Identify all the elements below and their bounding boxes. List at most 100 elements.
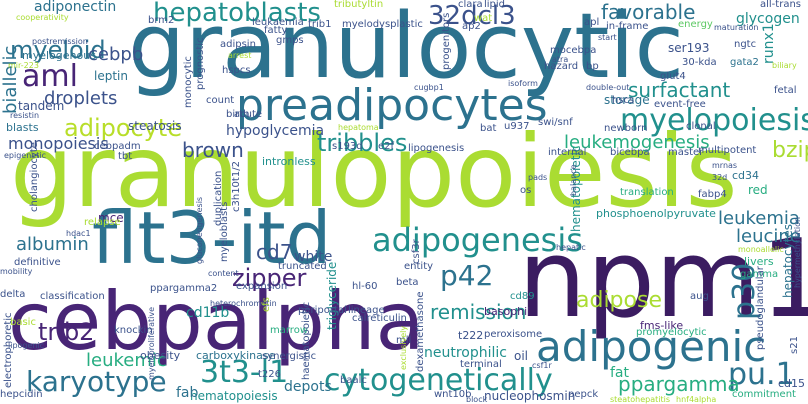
word-npm1: npm1 bbox=[518, 217, 808, 342]
word-favorable: favorable bbox=[601, 0, 696, 24]
word-fabp4: fabp4 bbox=[698, 189, 727, 200]
word-fms-like: fms-like bbox=[640, 319, 684, 332]
word-monoallelic: monoallelic bbox=[738, 245, 784, 254]
word-blasts: blasts bbox=[6, 121, 39, 134]
word-gamma: gamma bbox=[740, 269, 779, 280]
word-mir-223: mir-223 bbox=[8, 61, 39, 70]
word-lipogenic: lipogenic bbox=[8, 341, 45, 350]
word-u937: u937 bbox=[504, 121, 530, 132]
word-pu1: pu.1 bbox=[728, 357, 795, 392]
word-wnt10b: wnt10b bbox=[434, 389, 472, 400]
word-fat: fat bbox=[610, 365, 629, 381]
word-mobility: mobility bbox=[0, 267, 33, 276]
word-calreticulin: calreticulin bbox=[352, 313, 407, 324]
word-baalc: baalc bbox=[340, 375, 367, 386]
word-tandem: tandem bbox=[18, 99, 65, 113]
word-bp: bp bbox=[586, 61, 599, 72]
word-p42: p42 bbox=[440, 259, 494, 292]
word-entity: entity bbox=[404, 261, 434, 272]
word-hepatoma: hepatoma bbox=[338, 123, 379, 132]
word-mrnas: mrnas bbox=[712, 161, 738, 170]
word-postremission: postremission bbox=[32, 37, 88, 46]
word-c3h10t1-2: c3h10t1/2 bbox=[231, 161, 242, 212]
word-storage: storage bbox=[604, 93, 650, 107]
word-leukemia: leukemia bbox=[718, 208, 800, 229]
word-trib2: trib2 bbox=[38, 318, 95, 346]
word-cooperativity: cooperativity bbox=[16, 13, 69, 22]
word-newborn: newborn bbox=[604, 123, 648, 134]
word-block: block bbox=[466, 395, 488, 404]
word-fatty: fatty bbox=[264, 25, 288, 36]
word-beta: beta bbox=[396, 277, 419, 288]
word-hepatic: hepatic bbox=[556, 243, 586, 252]
word-zipper: zipper bbox=[232, 264, 307, 292]
word-content: content bbox=[208, 269, 239, 278]
word-cd34: cd34 bbox=[732, 169, 760, 182]
word-cytogenetically: cytogenetically bbox=[324, 363, 553, 398]
word-synergistic: synergistic bbox=[262, 351, 317, 362]
word-cebpb: cebpb bbox=[88, 44, 144, 65]
word-ppargamma: ppargamma bbox=[618, 372, 740, 396]
word-gata2: gata2 bbox=[730, 57, 759, 68]
word-3t3-l1: 3t3-l1 bbox=[200, 355, 289, 390]
word-oil: oil bbox=[514, 349, 529, 363]
word-in-frame: in-frame bbox=[606, 21, 649, 32]
word-lipid: lipid bbox=[484, 0, 506, 10]
word-flt3-itd: flt3-itd bbox=[92, 196, 332, 280]
word-hl-60: hl-60 bbox=[352, 281, 378, 292]
word-efs: efs bbox=[261, 297, 272, 312]
word-delta: delta bbox=[0, 289, 26, 300]
word-commitment: commitment bbox=[732, 389, 796, 400]
word-epigenetic: epigenetic bbox=[4, 151, 46, 160]
word-remission: remission bbox=[430, 300, 527, 324]
word-nucleophosmin: nucleophosmin bbox=[484, 389, 576, 403]
word-progenitors: progenitors bbox=[441, 12, 452, 70]
word-dexamethasone: dexamethasone bbox=[415, 291, 426, 372]
word-definitive: definitive bbox=[14, 257, 61, 268]
word-relapse: relapse bbox=[84, 217, 121, 228]
word-myeloid: myeloid bbox=[10, 36, 106, 64]
word-mll: mll bbox=[396, 335, 412, 346]
word-gmps: gmps bbox=[276, 35, 304, 46]
word-double-out: double-out bbox=[586, 83, 630, 92]
word-leukemogenesis: leukemogenesis bbox=[564, 132, 710, 153]
word-internal: internal bbox=[548, 147, 587, 158]
word-fetal: fetal bbox=[774, 85, 797, 96]
word-cd89: cd89 bbox=[510, 291, 535, 302]
word-hnf4alpha: hnf4alpha bbox=[676, 395, 717, 404]
word-mocebpa: mocebpa bbox=[550, 45, 597, 56]
word-ser193: ser193 bbox=[668, 41, 710, 55]
word-adipsin: adipsin bbox=[220, 39, 256, 50]
word-pads: pads bbox=[528, 173, 548, 182]
word-wat: wat bbox=[474, 13, 493, 24]
word-all-trans: all-trans bbox=[760, 0, 802, 10]
word-leukaemia: leukaemia bbox=[252, 17, 304, 28]
word-ppargamma2: ppargamma2 bbox=[150, 283, 218, 294]
word-electrophoretic: electrophoretic bbox=[3, 312, 14, 388]
word-32d: 32d bbox=[712, 173, 728, 182]
word-bat: bat bbox=[480, 123, 497, 134]
word-30-kda: 30-kda bbox=[682, 57, 717, 68]
word-swi-snf: swi/snf bbox=[538, 117, 573, 128]
word-tbt: tbt bbox=[118, 151, 133, 162]
word-arrest: arrest bbox=[228, 51, 252, 60]
word-leucine: leucine bbox=[736, 226, 801, 247]
word-cugbp1: cugbp1 bbox=[414, 83, 444, 92]
word-glycogen: glycogen bbox=[736, 11, 800, 27]
word-intronless: intronless bbox=[262, 155, 316, 168]
word-event-free: event-free bbox=[654, 99, 706, 110]
word-periportal: periportal bbox=[298, 305, 347, 316]
word-livers: livers bbox=[744, 255, 774, 268]
word-clonal: clonal bbox=[686, 121, 716, 132]
word-bicebpa: bicebpa bbox=[610, 147, 650, 158]
word-resistin: resistin bbox=[10, 111, 40, 120]
word-granulopoiesis: granulopoiesis bbox=[10, 113, 738, 230]
word-monocytic: monocytic bbox=[183, 56, 194, 108]
word-hepatoblasts: hepatoblasts bbox=[153, 0, 321, 28]
word-peroxisome: peroxisome bbox=[484, 329, 543, 340]
word-maturation: maturation bbox=[714, 23, 759, 32]
word-neutrophilic: neutrophilic bbox=[424, 345, 507, 361]
word-promyelocytic: promyelocytic bbox=[636, 327, 707, 338]
word-lipogenesis: lipogenesis bbox=[408, 143, 465, 154]
